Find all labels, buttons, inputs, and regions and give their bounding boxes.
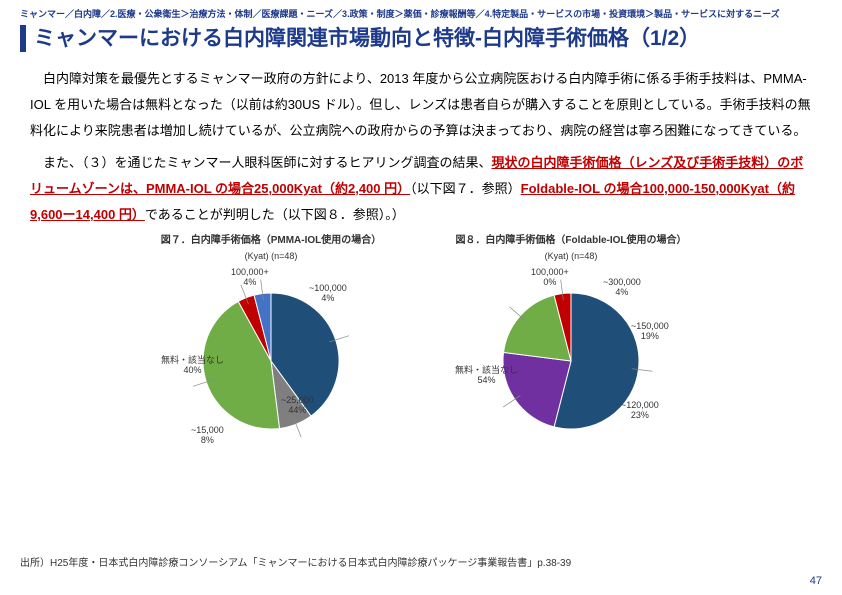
source-citation: 出所）H25年度・日本式白内障診療コンソーシアム「ミャンマーにおける日本式白内障… (20, 554, 571, 569)
chart-7-title: 図７．白内障手術価格（PMMA-IOL使用の場合） (151, 234, 391, 247)
pie-label: 100,000+4% (231, 267, 269, 288)
paragraph-1: 白内障対策を最優先とするミャンマー政府の方針により、2013 年度から公立病院医… (30, 66, 812, 144)
page-title: ミャンマーにおける白内障関連市場動向と特徴-白内障手術価格（1/2） (34, 25, 700, 52)
pie-label: 100,000+0% (531, 267, 569, 288)
pie-label: ~100,0004% (309, 283, 347, 304)
pie-label: ~25,00044% (281, 395, 314, 416)
pie-label: ~300,0004% (603, 277, 641, 298)
p2-text-a: また、（３）を通じたミャンマー人眼科医師に対するヒアリング調査の結果、 (30, 155, 492, 170)
pie-label: ~15,0008% (191, 425, 224, 446)
paragraph-2: また、（３）を通じたミャンマー人眼科医師に対するヒアリング調査の結果、現状の白内… (30, 150, 812, 228)
chart-7-pie: 無料・該当なし40% ~15,0008% ~25,00044% ~100,0004% 1… (151, 265, 391, 445)
chart-8-subtitle: (Kyat) (n=48) (451, 251, 691, 261)
page-number: 47 (810, 575, 822, 587)
charts-row: 図７．白内障手術価格（PMMA-IOL使用の場合） (Kyat) (n=48) … (20, 234, 822, 445)
pie-label: ~120,00023% (621, 400, 659, 421)
title-accent-bar (20, 25, 26, 52)
pie-label: 無料・該当なし40% (161, 355, 224, 376)
title-block: ミャンマーにおける白内障関連市場動向と特徴-白内障手術価格（1/2） (20, 25, 822, 52)
chart-8: 図８．白内障手術価格（Foldable-IOL使用の場合） (Kyat) (n=… (451, 234, 691, 445)
breadcrumb: ミャンマー／白内障／2.医療・公衆衛生＞治療方法・体制／医療課題・ニーズ／3.政… (20, 8, 822, 21)
p2-text-c: であることが判明した（以下図８．参照）。） (145, 207, 405, 222)
chart-7-subtitle: (Kyat) (n=48) (151, 251, 391, 261)
pie-label: ~150,00019% (631, 321, 669, 342)
chart-8-pie: 無料・該当なし54% ~120,00023% ~150,00019% ~300,000… (451, 265, 691, 445)
p2-text-b: （以下図７．参照） (410, 181, 521, 196)
pie-label: 無料・該当なし54% (455, 365, 518, 386)
chart-8-title: 図８．白内障手術価格（Foldable-IOL使用の場合） (451, 234, 691, 247)
chart-7: 図７．白内障手術価格（PMMA-IOL使用の場合） (Kyat) (n=48) … (151, 234, 391, 445)
